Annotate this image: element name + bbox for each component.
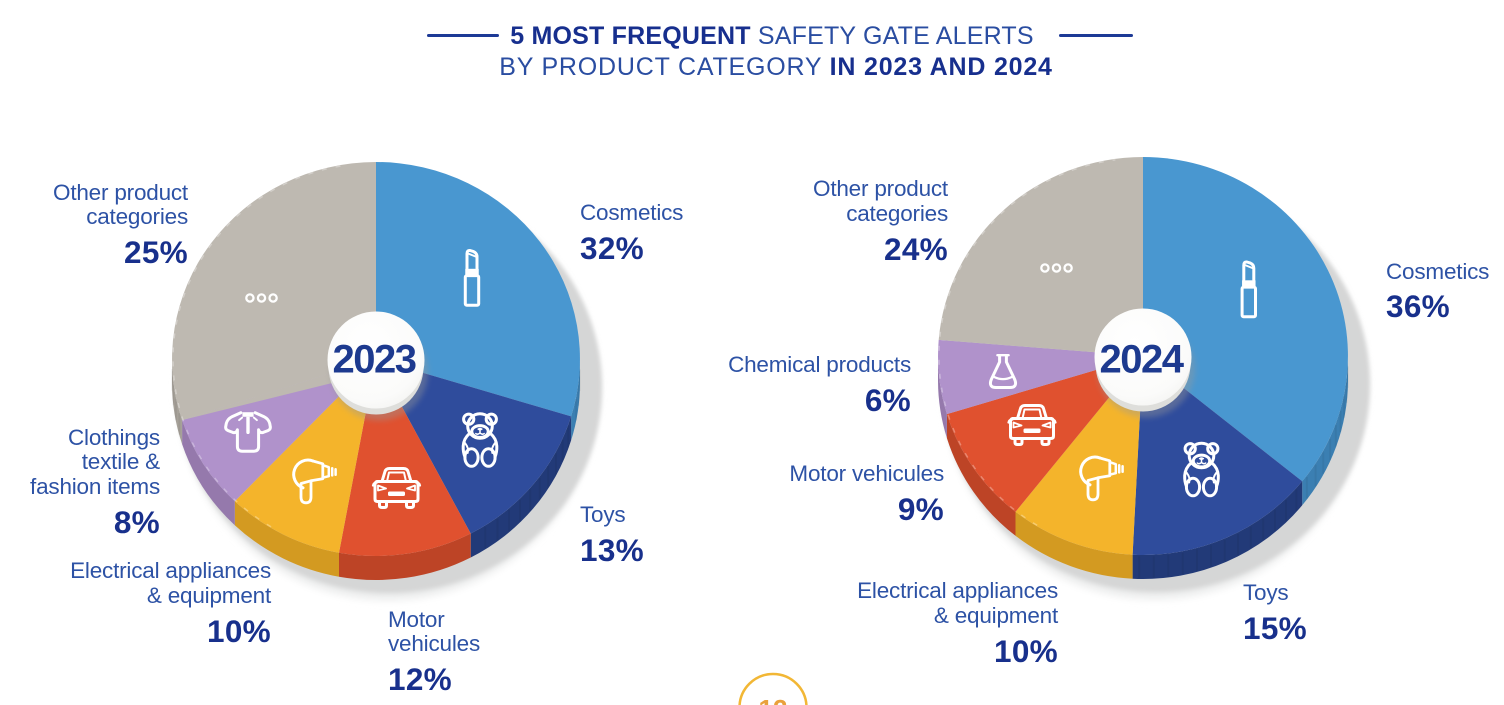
svg-text:12: 12 [759,694,788,705]
svg-text:2023: 2023 [333,338,416,382]
svg-text:2024: 2024 [1100,338,1185,382]
